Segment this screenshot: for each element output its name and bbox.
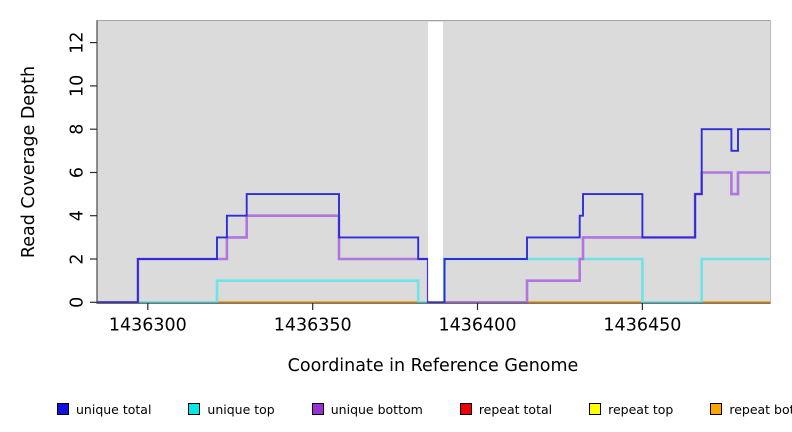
legend-label: repeat top (608, 401, 674, 417)
legend-swatch-repeat-bottom (710, 403, 723, 415)
x-tick-label: 1436300 (109, 316, 187, 336)
legend-item-repeat-top: repeat top (589, 402, 673, 417)
y-tick-label: 12 (68, 31, 88, 53)
legend-swatch-unique-total (57, 403, 69, 415)
legend-label: unique bottom (330, 401, 423, 417)
legend-swatch-repeat-total (459, 403, 472, 415)
legend-label: repeat total (478, 401, 553, 417)
x-tick-label: 1436350 (274, 316, 352, 336)
legend: unique total unique top unique bottom repea… (57, 397, 792, 421)
masked-repeat-region (428, 21, 443, 302)
y-tick-label: 4 (68, 210, 88, 221)
legend-item-repeat-bottom: repeat bottom (710, 402, 792, 417)
series-line-unique-bottom (97, 171, 770, 304)
legend-swatch-unique-bottom (311, 403, 324, 415)
legend-item-unique-top: unique top (188, 401, 275, 417)
legend-label: repeat bottom (729, 401, 792, 417)
legend-item-repeat-total: repeat total (459, 401, 553, 417)
y-axis-title: Read Coverage Depth (19, 66, 39, 258)
y-tick-label: 10 (68, 75, 88, 97)
y-tick-label: 2 (68, 253, 88, 264)
chart-generated-layer: 0 2 4 6 8 10 12 1436300 1436350 1436400 1436450 (68, 19, 772, 336)
legend-label: unique total (76, 401, 152, 417)
series-line-unique-total (97, 128, 770, 304)
x-axis-title: Coordinate in Reference Genome (288, 356, 579, 376)
x-tick-label: 1436400 (439, 316, 517, 336)
y-tick-label: 0 (68, 297, 88, 308)
legend-item-unique-bottom: unique bottom (311, 401, 423, 417)
y-tick-label: 6 (68, 167, 88, 178)
y-tick-label: 8 (68, 124, 88, 135)
legend-swatch-repeat-top (589, 403, 602, 415)
legend-swatch-unique-top (188, 403, 201, 415)
legend-item-unique-total: unique total (57, 402, 151, 417)
x-tick-label: 1436450 (603, 316, 681, 336)
legend-label: unique top (207, 401, 275, 417)
